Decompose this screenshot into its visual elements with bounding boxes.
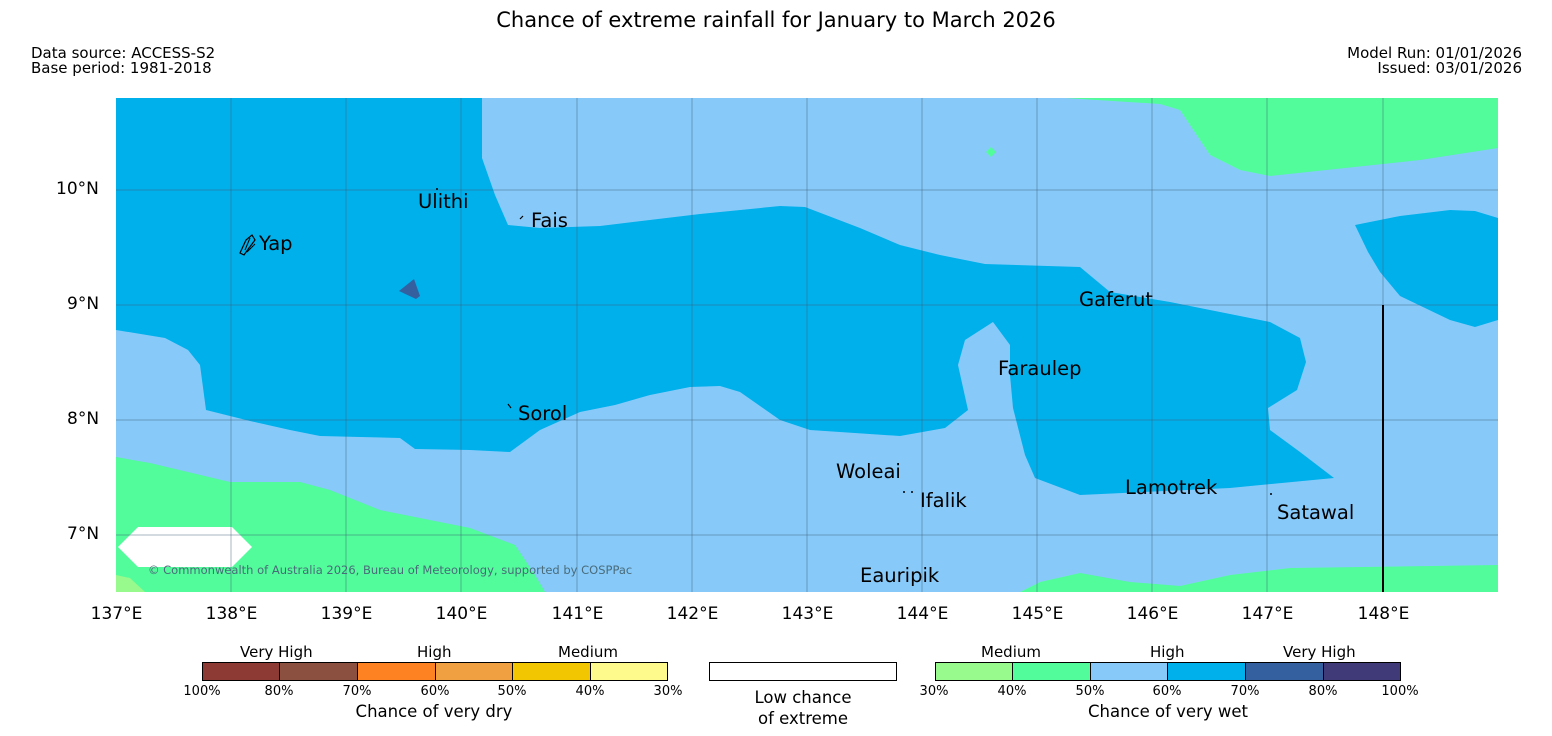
- lon-label-138e: 138°E: [205, 604, 258, 624]
- legend-dry-swatch-2: [279, 662, 358, 681]
- lon-label-140e: 140°E: [435, 604, 488, 624]
- place-ulithi: Ulithi: [418, 190, 469, 213]
- region-low-chance: [118, 527, 252, 567]
- legend-dry-swatch-4: [435, 662, 513, 681]
- legend-low-caption-1: Low chance: [754, 688, 852, 707]
- legend-low-caption-2: of extreme: [757, 709, 849, 728]
- copyright-notice: © Commonwealth of Australia 2026, Bureau…: [148, 563, 633, 577]
- satawal-island: [1270, 493, 1272, 495]
- lon-label-142e: 142°E: [666, 604, 719, 624]
- legend-dry-swatch-1: [202, 662, 280, 681]
- legend-dry-tick: 60%: [420, 684, 450, 699]
- region-medium-30-40: [116, 575, 145, 592]
- source-info: Data source: ACCESS-S2 Base period: 1981…: [31, 46, 215, 76]
- legend-wet-swatch-6: [1323, 662, 1401, 681]
- legend-wet-swatch-2: [1012, 662, 1091, 681]
- region-high-60-70-east: [1355, 210, 1498, 327]
- issued-date: Issued: 03/01/2026: [1377, 59, 1522, 77]
- legend-dry-caption: Chance of very dry: [355, 702, 513, 721]
- place-satawal: Satawal: [1277, 501, 1355, 524]
- yap-island-detail: [244, 237, 256, 253]
- legend-wet-tick: 30%: [919, 684, 949, 699]
- place-lamotrek: Lamotrek: [1125, 476, 1218, 499]
- legend-wet-tick: 80%: [1308, 684, 1338, 699]
- place-fais: Fais: [531, 209, 568, 232]
- legend-dry-medium: Medium: [558, 643, 618, 661]
- legend-wet-swatch-5: [1245, 662, 1324, 681]
- legend-dry-swatch-6: [590, 662, 668, 681]
- lat-label-10n: 10°N: [56, 179, 99, 199]
- lon-label-143e: 143°E: [781, 604, 834, 624]
- legend-dry-very-high: Very High: [240, 643, 313, 661]
- model-run: Model Run: 01/01/2026: [1347, 44, 1522, 62]
- legend-dry-tick: 40%: [575, 684, 605, 699]
- legend-wet-high: High: [1150, 643, 1185, 661]
- legend-dry-swatch-5: [512, 662, 591, 681]
- fais-island: [519, 215, 524, 220]
- place-ifalik: Ifalik: [920, 489, 967, 512]
- lon-label-147e: 147°E: [1241, 604, 1294, 624]
- lon-label-144e: 144°E: [896, 604, 949, 624]
- region-high-60-70-main: [116, 98, 1334, 495]
- lon-label-145e: 145°E: [1011, 604, 1064, 624]
- legend-wet-tick: 60%: [1152, 684, 1182, 699]
- legend-wet-swatch-1: [935, 662, 1013, 681]
- legend-wet-medium: Medium: [981, 643, 1041, 661]
- region-medium-spot: [986, 147, 996, 157]
- legend-wet-tick: 50%: [1075, 684, 1105, 699]
- lon-label-137e: 137°E: [90, 604, 143, 624]
- region-very-high-70-80: [399, 279, 420, 299]
- legend-wet-very-high: Very High: [1283, 643, 1356, 661]
- place-faraulep: Faraulep: [998, 357, 1082, 380]
- place-gaferut: Gaferut: [1079, 288, 1153, 311]
- run-info: Model Run: 01/01/2026 Issued: 03/01/2026: [1347, 46, 1522, 76]
- legend-dry-tick: 70%: [342, 684, 372, 699]
- yap-island-outline: [239, 234, 256, 256]
- legend-wet-tick: 100%: [1381, 684, 1419, 699]
- ifalik-island: [911, 491, 913, 493]
- woleai-island: [903, 491, 905, 493]
- region-medium-bottom-right: [1020, 565, 1498, 592]
- legend-wet-caption: Chance of very wet: [1088, 702, 1248, 721]
- sorol-island: [507, 403, 512, 409]
- lon-label-141e: 141°E: [551, 604, 604, 624]
- place-woleai: Woleai: [836, 460, 901, 483]
- lon-label-146e: 146°E: [1126, 604, 1179, 624]
- rainfall-map[interactable]: [116, 98, 1498, 592]
- place-sorol: Sorol: [518, 402, 568, 425]
- legend-dry-tick: 30%: [653, 684, 683, 699]
- legend-wet-tick: 70%: [1230, 684, 1260, 699]
- place-eauripik: Eauripik: [860, 564, 940, 587]
- region-medium-top-right: [1065, 98, 1498, 176]
- legend-wet-swatch-4: [1167, 662, 1246, 681]
- lon-label-148e: 148°E: [1357, 604, 1410, 624]
- ulithi-island: [436, 188, 438, 190]
- legend-dry-tick: 100%: [183, 684, 221, 699]
- lon-label-139e: 139°E: [320, 604, 373, 624]
- data-source: Data source: ACCESS-S2: [31, 44, 216, 62]
- legend-dry-tick: 50%: [497, 684, 527, 699]
- lat-label-8n: 8°N: [67, 409, 100, 429]
- lat-label-9n: 9°N: [67, 294, 100, 314]
- legend-dry-tick: 80%: [264, 684, 294, 699]
- map-title: Chance of extreme rainfall for January t…: [496, 8, 1056, 32]
- legend-low-swatch: [709, 662, 897, 681]
- lat-label-7n: 7°N: [67, 524, 100, 544]
- base-period: Base period: 1981-2018: [31, 59, 212, 77]
- place-yap: Yap: [259, 232, 293, 255]
- legend-wet-swatch-3: [1090, 662, 1168, 681]
- legend-wet-tick: 40%: [997, 684, 1027, 699]
- legend-dry-high: High: [417, 643, 452, 661]
- legend-dry-swatch-3: [357, 662, 436, 681]
